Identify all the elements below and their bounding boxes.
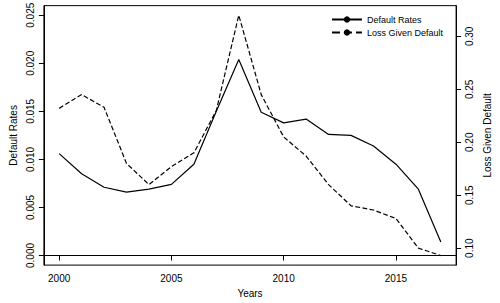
svg-text:0.10: 0.10 xyxy=(464,238,475,258)
svg-text:0.020: 0.020 xyxy=(25,50,36,75)
svg-text:2015: 2015 xyxy=(385,273,408,284)
svg-text:0.005: 0.005 xyxy=(25,194,36,219)
svg-text:0.25: 0.25 xyxy=(464,79,475,99)
svg-text:2010: 2010 xyxy=(273,273,296,284)
svg-text:Years: Years xyxy=(237,288,262,299)
svg-text:0.025: 0.025 xyxy=(25,2,36,27)
svg-text:2005: 2005 xyxy=(160,273,183,284)
svg-text:Default Rates: Default Rates xyxy=(367,15,422,25)
svg-text:Default Rates: Default Rates xyxy=(8,105,19,166)
svg-text:Loss Given Default: Loss Given Default xyxy=(482,93,493,178)
svg-text:0.30: 0.30 xyxy=(464,26,475,46)
svg-text:0.15: 0.15 xyxy=(464,185,475,205)
svg-text:0.000: 0.000 xyxy=(25,243,36,268)
svg-text:0.010: 0.010 xyxy=(25,146,36,171)
svg-text:Loss Given Default: Loss Given Default xyxy=(367,28,444,38)
svg-text:0.20: 0.20 xyxy=(464,132,475,152)
svg-text:0.015: 0.015 xyxy=(25,98,36,123)
svg-text:2000: 2000 xyxy=(48,273,71,284)
